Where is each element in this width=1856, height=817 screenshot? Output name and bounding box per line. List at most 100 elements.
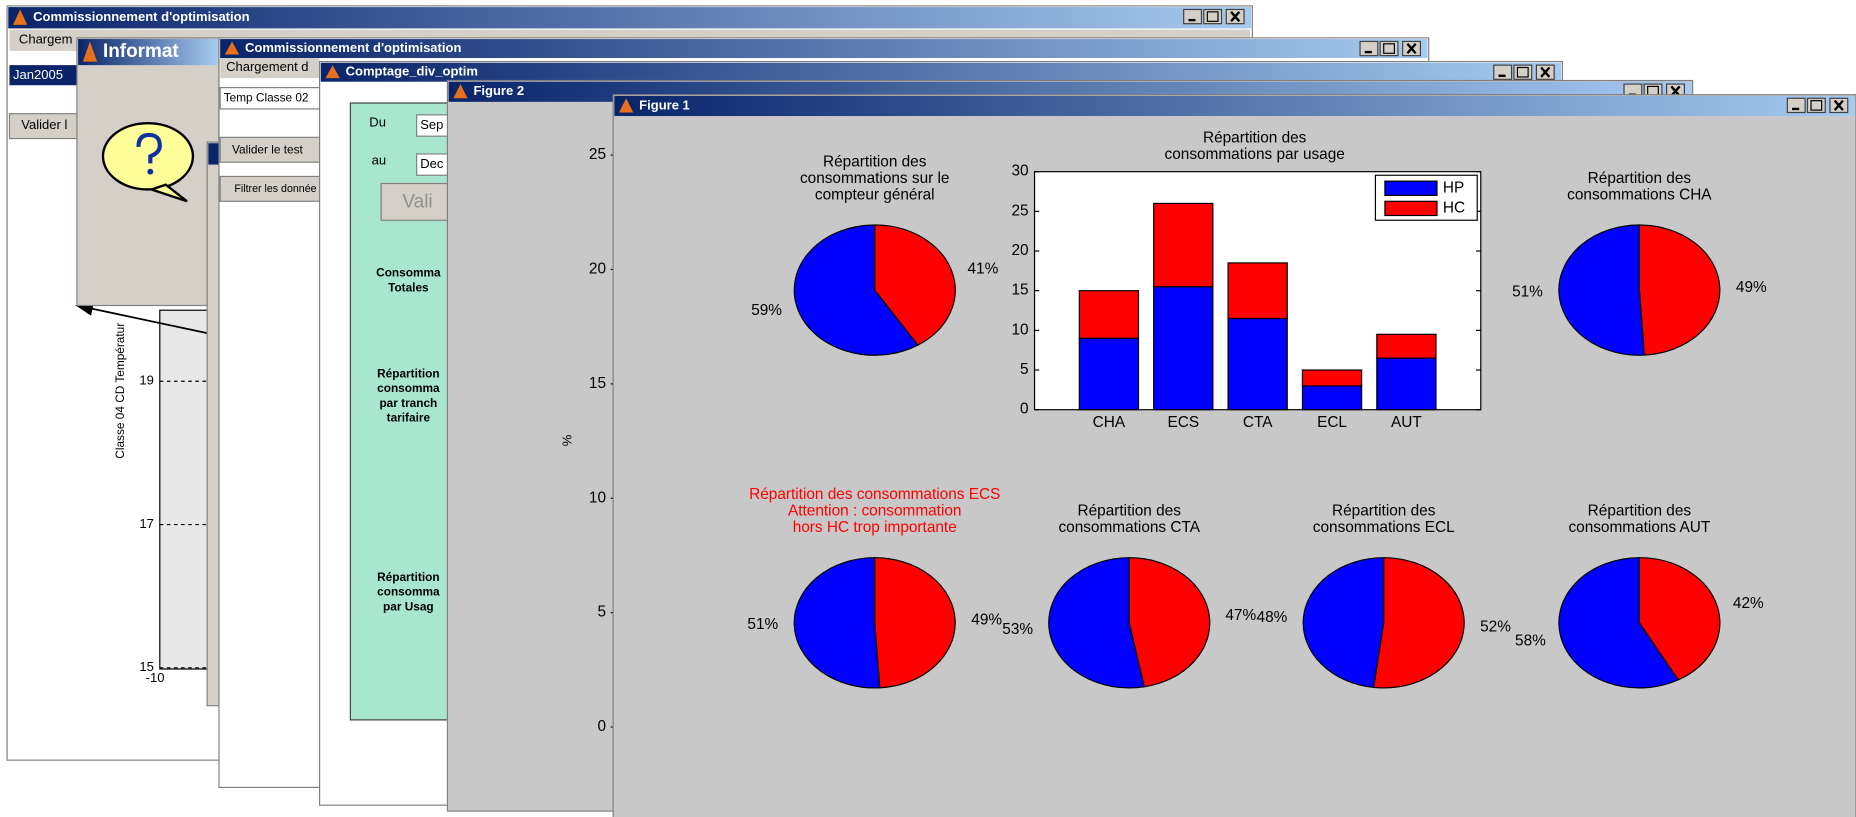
data-label: 48%	[1257, 609, 1288, 626]
section-label: Répartition	[377, 570, 439, 584]
maximize-button[interactable]	[1379, 40, 1399, 57]
field: Dec	[420, 156, 444, 171]
y-tick-label: 15	[589, 375, 606, 392]
bar	[1078, 337, 1140, 411]
data-label: 59%	[751, 302, 782, 319]
icon	[1833, 99, 1844, 111]
pie-slice	[1558, 557, 1680, 689]
plot-area	[159, 309, 214, 670]
pie-slice	[1048, 557, 1146, 689]
button-label: Filtrer les donnée	[234, 183, 316, 195]
button[interactable]	[380, 182, 453, 221]
section-label: Répartition	[377, 366, 439, 380]
section-label: consomma	[377, 381, 440, 395]
y-tick-label: 30	[1012, 163, 1029, 180]
y-tick-label: 25	[1012, 202, 1029, 219]
app-icon	[453, 84, 468, 99]
y-tick-label: 20	[1012, 242, 1029, 259]
y-tick-label: 15	[1012, 282, 1029, 299]
icon	[1540, 66, 1551, 78]
button[interactable]	[219, 175, 321, 202]
button-label: Valider le test	[232, 142, 303, 156]
legend-swatch	[1384, 180, 1438, 196]
data-label: 41%	[967, 260, 998, 277]
chart-title: consommations sur le	[800, 170, 950, 187]
window-title: Figure 1	[639, 97, 690, 112]
window-title: Figure 2	[473, 83, 524, 98]
bar	[1227, 317, 1288, 411]
y-tick-label: 5	[1020, 361, 1029, 378]
pie-slice	[1302, 557, 1385, 689]
chart-title: consommations AUT	[1568, 519, 1710, 536]
app-icon	[224, 41, 240, 55]
data-label: 42%	[1733, 595, 1764, 612]
label: Du	[369, 115, 386, 130]
menu: Chargem	[19, 32, 73, 47]
data-label: 49%	[971, 612, 1002, 629]
question-icon-tail	[147, 183, 188, 203]
chart-title: consommations CHA	[1567, 186, 1712, 203]
question-dot	[147, 168, 154, 175]
section-label: tarifaire	[387, 411, 431, 425]
button[interactable]	[219, 136, 321, 163]
arrow	[75, 301, 211, 335]
app-icon	[325, 65, 340, 79]
pie-slice	[1638, 557, 1721, 681]
y-tick-label: 0	[1020, 401, 1029, 418]
x-tick-label: CTA	[1243, 414, 1273, 431]
pie-slice	[874, 224, 956, 346]
field: Temp Classe 02	[224, 90, 309, 104]
maximize-button[interactable]	[1513, 64, 1533, 80]
bar	[1227, 262, 1288, 320]
section-label: Consomma	[376, 266, 441, 280]
data-label: 58%	[1515, 633, 1546, 650]
section-label: par tranch	[379, 396, 437, 410]
x-tick-label: -10	[146, 670, 165, 685]
chart-title: Répartition des	[1332, 503, 1436, 520]
data-label: 49%	[1736, 279, 1767, 296]
icon	[1206, 11, 1219, 22]
app-icon	[13, 9, 28, 25]
hidden-title-piece	[208, 143, 221, 165]
data-label: 51%	[1512, 284, 1543, 301]
chart-title: consommations ECL	[1313, 519, 1455, 536]
chart-title: Répartition des	[823, 153, 927, 170]
minimize-button[interactable]	[1786, 97, 1806, 114]
icon	[1516, 66, 1529, 78]
pie-slice	[793, 557, 881, 689]
data-label: 52%	[1480, 619, 1511, 636]
legend-label: HC	[1443, 199, 1465, 216]
window-title: Informat	[103, 41, 179, 62]
pie-slice	[1128, 557, 1211, 688]
chart-title: compteur général	[815, 186, 935, 203]
menu-bar	[220, 58, 320, 79]
chart-title: consommations CTA	[1058, 519, 1200, 536]
maximize-button[interactable]	[1806, 97, 1826, 114]
y-tick-label: 25	[589, 146, 606, 163]
window-title: Commissionnement d'optimisation	[33, 9, 249, 24]
minimize-button[interactable]	[1183, 8, 1203, 25]
y-tick-label: 20	[589, 261, 606, 278]
section-label: consomma	[377, 585, 440, 599]
section-label: Totales	[388, 280, 429, 294]
pie-slice	[874, 557, 956, 689]
maximize-button[interactable]	[1203, 8, 1223, 25]
y-tick-label: 15	[139, 659, 153, 674]
menu: Chargement d	[226, 59, 308, 74]
chart-title: hors HC trop importante	[793, 519, 957, 536]
y-tick-label: 10	[589, 489, 606, 506]
minimize-button[interactable]	[1359, 40, 1379, 57]
chart-title: Répartition des	[1203, 130, 1307, 147]
minimize-button[interactable]	[1493, 64, 1513, 80]
y-axis-label: Classe 04 CD Températur	[113, 323, 127, 459]
icon	[1383, 43, 1395, 54]
title-bar	[8, 7, 1252, 29]
pie-slice	[1372, 557, 1465, 689]
chart-title: Répartition des	[1078, 503, 1182, 520]
section-label: par Usag	[383, 600, 434, 614]
legend-label: HP	[1443, 179, 1464, 196]
field: Sep	[420, 117, 443, 132]
x-tick-label: AUT	[1391, 414, 1422, 431]
title-bar	[220, 39, 1428, 59]
